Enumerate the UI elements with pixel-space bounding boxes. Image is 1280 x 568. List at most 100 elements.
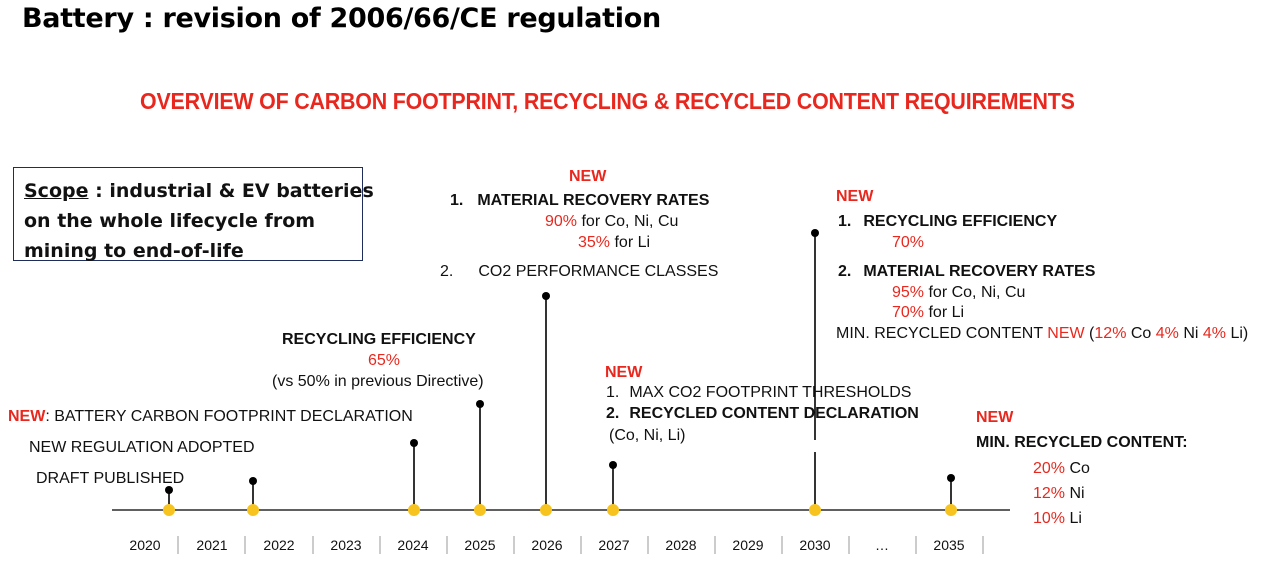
stem-head-2024 bbox=[410, 439, 418, 447]
ni-text: Ni bbox=[1065, 485, 1085, 502]
event-2030-item1-value: 70% bbox=[892, 234, 925, 251]
stem-head-2025 bbox=[476, 400, 484, 408]
year-label-2030: 2030 bbox=[799, 537, 831, 553]
milestone-dot-2030 bbox=[809, 504, 821, 516]
rate-text: for Co, Ni, Cu bbox=[577, 213, 679, 230]
item-number: 1. bbox=[606, 384, 620, 401]
event-2026-item2: 2. CO2 PERFORMANCE CLASSES bbox=[440, 263, 718, 281]
item-title: MATERIAL RECOVERY RATES bbox=[477, 192, 710, 209]
overview-subtitle: OVERVIEW OF CARBON FOOTPRINT, RECYCLING … bbox=[140, 88, 1075, 114]
event-2026-new-tag: NEW bbox=[569, 168, 607, 185]
rate-value: 95% bbox=[892, 284, 925, 301]
year-dividers bbox=[177, 536, 984, 554]
rate-text: for Li bbox=[924, 304, 965, 321]
ni-text: Ni bbox=[1178, 325, 1203, 342]
new-tag: NEW bbox=[8, 408, 46, 425]
scope-text-1: : industrial & EV batteries bbox=[88, 180, 374, 202]
item-title: RECYCLING EFFICIENCY bbox=[863, 213, 1058, 230]
co-text: Co bbox=[1126, 325, 1156, 342]
item-number: 2. bbox=[838, 263, 852, 280]
milestone-dot-2024 bbox=[408, 504, 420, 516]
event-2035-li: 10% Li bbox=[1033, 510, 1082, 528]
year-label-2029: 2029 bbox=[732, 537, 764, 553]
milestone-dot-2027 bbox=[607, 504, 619, 516]
year-label-2035: 2035 bbox=[933, 537, 965, 553]
event-2024-title: RECYCLING EFFICIENCY bbox=[282, 331, 476, 348]
event-2035-co: 20% Co bbox=[1033, 460, 1090, 478]
stem-head-2026 bbox=[542, 292, 550, 300]
scope-label: Scope bbox=[24, 180, 89, 202]
event-2026-rate-co-ni-cu: 90% for Co, Ni, Cu bbox=[545, 213, 678, 231]
rate-value: 90% bbox=[545, 213, 578, 230]
year-label-2026: 2026 bbox=[531, 537, 563, 553]
year-label-2027: 2027 bbox=[598, 537, 630, 553]
milestone-dot-2025 bbox=[474, 504, 486, 516]
li-value: 4% bbox=[1202, 325, 1227, 342]
item-number: 1. bbox=[838, 213, 852, 230]
milestone-dot-2035 bbox=[945, 504, 957, 516]
event-2030-rate-li: 70% for Li bbox=[892, 304, 964, 322]
event-regulation-adopted: NEW REGULATION ADOPTED bbox=[29, 439, 255, 456]
event-2030-rate-co-ni-cu: 95% for Co, Ni, Cu bbox=[892, 284, 1025, 302]
year-label-2024: 2024 bbox=[397, 537, 429, 553]
event-2020-text: : BATTERY CARBON FOOTPRINT DECLARATION bbox=[45, 408, 413, 425]
year-label-2021: 2021 bbox=[196, 537, 228, 553]
stem-head-2027 bbox=[609, 461, 617, 469]
event-2035-title: MIN. RECYCLED CONTENT: bbox=[976, 434, 1188, 451]
year-label-2022: 2022 bbox=[263, 537, 295, 553]
li-text: Li bbox=[1065, 510, 1082, 527]
event-2030-item1: 1. RECYCLING EFFICIENCY bbox=[838, 213, 1057, 231]
item-title: MAX CO2 FOOTPRINT THRESHOLDS bbox=[629, 384, 912, 401]
min-label: MIN. RECYCLED CONTENT bbox=[836, 325, 1048, 342]
item-number: 1. bbox=[450, 192, 464, 209]
ni-value: 4% bbox=[1155, 325, 1179, 342]
event-2035-ni: 12% Ni bbox=[1033, 485, 1085, 503]
item-title: RECYCLED CONTENT DECLARATION bbox=[629, 405, 919, 422]
year-label-2025: 2025 bbox=[464, 537, 496, 553]
item-title: MATERIAL RECOVERY RATES bbox=[863, 263, 1096, 280]
event-2027-new-tag: NEW bbox=[605, 364, 643, 381]
item-title: CO2 PERFORMANCE CLASSES bbox=[478, 263, 719, 280]
rate-value: 35% bbox=[578, 234, 611, 251]
item-number: 2. bbox=[440, 263, 454, 280]
co-text: Co bbox=[1065, 460, 1090, 477]
milestone-dot-2022 bbox=[247, 504, 259, 516]
li-value: 10% bbox=[1033, 510, 1066, 527]
new-tag: NEW bbox=[1047, 325, 1085, 342]
stem-head-2020 bbox=[165, 486, 173, 494]
stem-head-2035 bbox=[947, 474, 955, 482]
co-value: 12% bbox=[1094, 325, 1127, 342]
rate-text: for Co, Ni, Cu bbox=[924, 284, 1026, 301]
scope-line-1: Scope : industrial & EV batteries bbox=[24, 176, 374, 206]
event-2027-item2: 2. RECYCLED CONTENT DECLARATION bbox=[606, 405, 919, 423]
slide-title: Battery : revision of 2006/66/CE regulat… bbox=[22, 3, 661, 34]
event-2030-min-recycled-content: MIN. RECYCLED CONTENT NEW (12% Co 4% Ni … bbox=[836, 325, 1248, 343]
event-2026-item1: 1. MATERIAL RECOVERY RATES bbox=[450, 192, 709, 210]
ni-value: 12% bbox=[1033, 485, 1066, 502]
scope-line-3: mining to end-of-life bbox=[24, 240, 244, 262]
event-2024-value: 65% bbox=[368, 352, 401, 369]
milestone-dot-2020 bbox=[163, 504, 175, 516]
event-2020-carbon-footprint: NEW: BATTERY CARBON FOOTPRINT DECLARATIO… bbox=[8, 408, 413, 426]
milestone-dot-2026 bbox=[540, 504, 552, 516]
event-2024-note: (vs 50% in previous Directive) bbox=[272, 373, 484, 390]
scope-box: Scope : industrial & EV batteries on the… bbox=[13, 167, 374, 262]
paren-open: ( bbox=[1084, 325, 1095, 342]
event-draft-published: DRAFT PUBLISHED bbox=[36, 470, 185, 487]
year-label-2023: 2023 bbox=[330, 537, 362, 553]
co-value: 20% bbox=[1033, 460, 1066, 477]
year-label-2020: 2020 bbox=[129, 537, 161, 553]
event-2030-new-tag: NEW bbox=[836, 188, 874, 205]
stem-head-2022 bbox=[249, 477, 257, 485]
li-text: Li) bbox=[1226, 325, 1249, 342]
year-label-2028: 2028 bbox=[665, 537, 697, 553]
event-2026-rate-li: 35% for Li bbox=[578, 234, 650, 252]
stem-head-2030 bbox=[811, 229, 819, 237]
event-2035-new-tag: NEW bbox=[976, 409, 1014, 426]
scope-line-2: on the whole lifecycle from bbox=[24, 210, 316, 232]
event-2027-item1: 1. MAX CO2 FOOTPRINT THRESHOLDS bbox=[606, 384, 911, 402]
event-2027-note: (Co, Ni, Li) bbox=[609, 427, 686, 444]
rate-text: for Li bbox=[610, 234, 651, 251]
event-2030-item2: 2. MATERIAL RECOVERY RATES bbox=[838, 263, 1095, 281]
